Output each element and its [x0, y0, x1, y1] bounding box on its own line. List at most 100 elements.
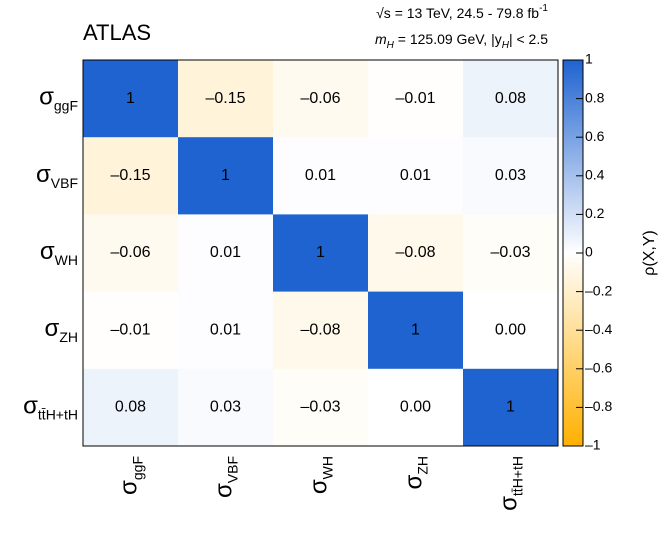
heatmap-cell	[368, 137, 464, 215]
column-label: σtt̄H+tH	[496, 456, 525, 511]
energy-part: √s = 13 TeV, 24.5 - 79.8 fb	[376, 5, 539, 21]
heatmap-cell	[178, 214, 274, 293]
heatmap-cell	[273, 291, 369, 370]
column-subscript: ZH	[414, 456, 430, 475]
row-subscript: tt̄H+tH	[38, 406, 78, 422]
column-subscript: tt̄H+tH	[509, 456, 525, 496]
cell-label: –0.15	[205, 90, 245, 107]
row-label: σWH	[40, 238, 78, 267]
column-label: σWH	[306, 456, 335, 494]
colorbar-tick-label: –0.6	[585, 360, 612, 376]
cell-label: 0.00	[495, 321, 526, 338]
colorbar-tick-label: –0.2	[585, 282, 612, 298]
cell-label: 0.01	[210, 244, 241, 261]
cell-label: 1	[221, 167, 230, 184]
mass-part: | < 2.5	[509, 31, 548, 47]
heatmap-cell	[273, 60, 369, 138]
cell-label: –0.01	[110, 321, 150, 338]
cell-label: 1	[506, 399, 515, 416]
row-subscript: VBF	[51, 175, 78, 191]
energy-label: √s = 13 TeV, 24.5 - 79.8 fb-1	[376, 3, 548, 21]
energy-part: -1	[539, 3, 548, 14]
cell-label: –0.06	[300, 90, 340, 107]
colorbar-title: ρ(X,Y)	[641, 230, 658, 276]
column-symbol: σ	[211, 483, 238, 498]
experiment-label: ATLAS	[83, 20, 151, 45]
row-label: σVBF	[36, 161, 78, 190]
cell-label: 0.01	[210, 321, 241, 338]
cell-label: –0.03	[490, 244, 530, 261]
cell-label: 1	[126, 90, 135, 107]
heatmap-cell	[273, 214, 369, 293]
heatmap-cell	[83, 368, 179, 447]
row-label: σtt̄H+tH	[23, 393, 78, 422]
cell-label: 0.03	[210, 399, 241, 416]
heatmap-cell	[273, 137, 369, 215]
plot-frame	[82, 59, 559, 447]
column-symbol: σ	[401, 474, 428, 489]
row-label: σZH	[45, 316, 78, 345]
column-label: σggF	[116, 456, 145, 495]
cell-label: 0.01	[400, 167, 431, 184]
colorbar-tick-label: 0.4	[585, 167, 605, 183]
colorbar-tick-label: 0.2	[585, 205, 605, 221]
cell-label: 0.01	[305, 167, 336, 184]
mass-part: H	[387, 40, 395, 51]
cell-label: –0.08	[300, 321, 340, 338]
heatmap-cell	[178, 368, 274, 447]
heatmap-cell	[178, 60, 274, 138]
cell-label: –0.15	[110, 167, 150, 184]
colorbar-tick-label: 0	[585, 244, 593, 260]
cell-label: –0.08	[395, 244, 435, 261]
cell-label: 0.08	[495, 90, 526, 107]
row-symbol: σ	[40, 238, 55, 265]
column-subscript: VBF	[224, 456, 240, 483]
cell-label: –0.03	[300, 399, 340, 416]
row-subscript: WH	[55, 252, 78, 268]
heatmap-cell	[368, 291, 464, 370]
heatmap-cell	[83, 60, 179, 138]
column-symbol: σ	[306, 479, 333, 494]
row-symbol: σ	[45, 316, 60, 343]
heatmap-cell	[83, 291, 179, 370]
heatmap-cell	[178, 291, 274, 370]
colorbar-tick-label: –1	[585, 437, 601, 453]
heatmap-cell	[463, 291, 559, 370]
column-symbol: σ	[116, 480, 143, 495]
column-subscript: WH	[319, 456, 335, 479]
column-label: σZH	[401, 456, 430, 489]
heatmap-cell	[463, 368, 559, 447]
heatmap-cell	[83, 137, 179, 215]
mass-part: m	[375, 31, 387, 47]
colorbar-tick-label: 0.6	[585, 128, 605, 144]
column-symbol: σ	[496, 496, 523, 511]
cell-label: 0.08	[115, 399, 146, 416]
heatmap-cell	[368, 368, 464, 447]
row-symbol: σ	[23, 393, 38, 420]
colorbar-tick-label: –0.8	[585, 398, 612, 414]
heatmap-cell	[368, 60, 464, 138]
heatmap-cell	[463, 60, 559, 138]
heatmap-cell	[368, 214, 464, 293]
mass-part: = 125.09 GeV, |y	[394, 31, 502, 47]
cell-label: 1	[411, 321, 420, 338]
cell-label: –0.06	[110, 244, 150, 261]
column-subscript: ggF	[129, 456, 145, 480]
heatmap-cell	[463, 137, 559, 215]
colorbar-tick-label: 1	[585, 51, 593, 67]
colorbar-tick-label: 0.8	[585, 89, 605, 105]
row-symbol: σ	[39, 84, 54, 111]
mass-part: H	[502, 40, 510, 51]
cell-label: 0.00	[400, 399, 431, 416]
row-label: σggF	[39, 84, 78, 113]
colorbar-tick-label: –0.4	[585, 321, 612, 337]
row-subscript: ZH	[59, 329, 78, 345]
column-label: σVBF	[211, 456, 240, 498]
heatmap-cell	[463, 214, 559, 293]
cell-label: –0.01	[395, 90, 435, 107]
cell-label: 0.03	[495, 167, 526, 184]
row-symbol: σ	[36, 161, 51, 188]
row-subscript: ggF	[54, 97, 78, 113]
cell-label: 1	[316, 244, 325, 261]
